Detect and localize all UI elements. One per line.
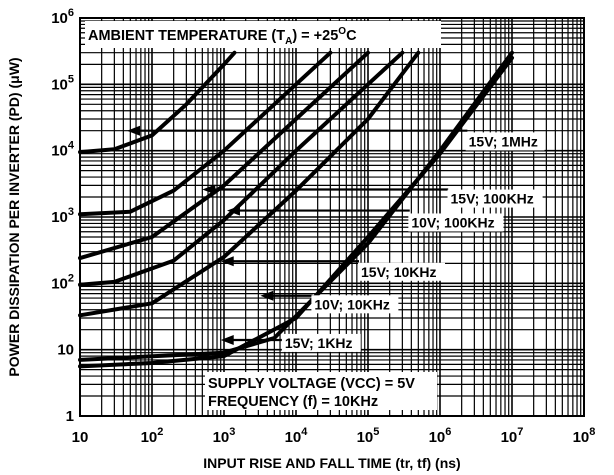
- y-tick-labels: 1 10 102 103 104 105 106: [51, 7, 75, 425]
- ambient-superscript: O: [338, 26, 346, 37]
- arrow-head: [260, 290, 274, 301]
- x-axis-label: INPUT RISE AND FALL TIME (tr, tf) (ns): [203, 455, 460, 471]
- curve-label: 15V; 100KHz: [451, 191, 534, 207]
- y-axis-label: POWER DISSIPATION PER INVERTER (PD) (μW): [6, 57, 22, 376]
- curve-label-bg: [408, 213, 504, 232]
- x-tick-label: 107: [501, 426, 524, 446]
- ambient-subscript: A: [285, 36, 292, 47]
- y-tick-label: 106: [51, 7, 74, 27]
- curve-label: 10V; 10KHz: [314, 296, 389, 312]
- x-tick-label: 105: [357, 426, 380, 446]
- arrow-head: [220, 256, 234, 267]
- supply-voltage-text: SUPPLY VOLTAGE (VCC) = 5V: [208, 376, 415, 392]
- supply-annotation-box: [205, 372, 437, 410]
- curves: [78, 50, 514, 369]
- y-tick-label: 105: [51, 73, 74, 93]
- curve-labels: 15V; 1MHz 15V; 100KHz 10V; 100KHz 15V; 10KH…: [281, 132, 545, 352]
- y-tick-label: 102: [51, 272, 74, 292]
- arrows: [127, 125, 468, 345]
- plot-frame: [79, 17, 585, 417]
- y-tick-label: 10: [57, 342, 74, 359]
- x-tick-label: 102: [141, 426, 164, 446]
- frequency-text: FREQUENCY (f) = 10KHz: [208, 394, 378, 410]
- ambient-suffix: C: [346, 28, 357, 44]
- ambient-annotation: AMBIENT TEMPERATURE (TA) = +25OC: [85, 21, 441, 48]
- arrow-head: [202, 184, 216, 195]
- ambient-middle: ) = +25: [292, 28, 338, 44]
- x-tick-label: 10: [72, 429, 89, 446]
- y-tick-label: 103: [51, 206, 74, 226]
- curve-label-bg: [465, 132, 545, 151]
- curve-label: 15V; 1MHz: [469, 133, 538, 149]
- x-tick-labels: 10 102 103 104 105 106 107 108: [72, 426, 596, 446]
- arrow-head: [220, 334, 234, 345]
- x-tick-label: 103: [213, 426, 236, 446]
- ambient-annotation-box: [85, 21, 441, 48]
- supply-annotation: SUPPLY VOLTAGE (VCC) = 5V FREQUENCY (f) …: [205, 372, 437, 410]
- curve-label-bg: [358, 262, 446, 281]
- ambient-annotation-text: AMBIENT TEMPERATURE (TA) = +25OC: [88, 26, 357, 47]
- series-line: [78, 50, 237, 155]
- curve-label: 15V; 10KHz: [361, 264, 436, 280]
- curve-label: 15V; 1KHz: [285, 335, 353, 351]
- arrow-head: [127, 125, 141, 136]
- grid: [79, 18, 584, 417]
- curve-label: 10V; 100KHz: [411, 214, 494, 230]
- curve-label-bg: [281, 333, 361, 352]
- y-tick-label: 104: [51, 140, 75, 160]
- x-tick-label: 104: [285, 426, 309, 446]
- curve-label-bg: [447, 189, 543, 208]
- series-line: [78, 50, 370, 261]
- curve-label-bg: [311, 295, 399, 314]
- series-line: [78, 50, 405, 287]
- x-tick-label: 108: [573, 426, 596, 446]
- series-line: [78, 55, 514, 369]
- x-tick-label: 106: [429, 426, 452, 446]
- series-line: [78, 50, 421, 318]
- series-line: [78, 50, 333, 217]
- arrow-head: [226, 205, 240, 216]
- ambient-prefix: AMBIENT TEMPERATURE (T: [88, 28, 285, 44]
- y-tick-label: 1: [66, 408, 74, 425]
